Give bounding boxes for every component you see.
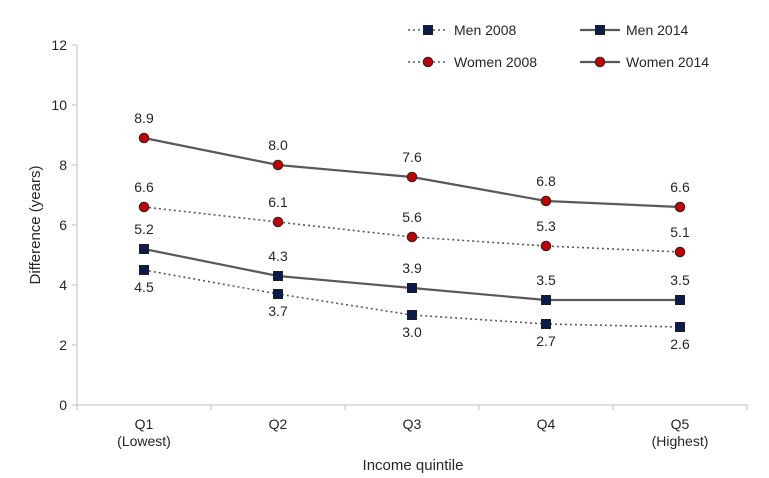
y-tick-label: 8	[59, 157, 67, 173]
data-point	[272, 159, 284, 171]
x-tick-label: Q1 (Lowest)	[117, 416, 171, 449]
legend-label: Men 2008	[454, 22, 516, 38]
y-axis: 0 2 4 6 8 10 12	[51, 37, 78, 413]
data-point	[273, 271, 283, 281]
data-label: 5.6	[402, 209, 422, 225]
data-point	[540, 240, 552, 252]
data-point	[273, 289, 283, 299]
data-point	[541, 319, 551, 329]
data-point	[675, 322, 685, 332]
x-axis-title: Income quintile	[363, 457, 464, 474]
y-tick-label: 4	[59, 277, 67, 293]
data-point	[139, 265, 149, 275]
data-label: 2.6	[670, 336, 690, 352]
y-tick-label: 10	[51, 97, 67, 113]
data-label: 3.7	[268, 303, 288, 319]
legend-label: Men 2014	[626, 22, 688, 38]
y-axis-title: Difference (years)	[27, 166, 44, 285]
data-point	[540, 195, 552, 207]
data-point	[406, 231, 418, 243]
data-label: 4.3	[268, 248, 288, 264]
data-label: 2.7	[536, 333, 556, 349]
x-tick-label: Q2	[269, 416, 288, 432]
series-men-2014	[139, 244, 685, 305]
x-tick-label: Q5 (Highest)	[652, 416, 709, 449]
x-axis: Q1 (Lowest) Q2 Q3 Q4 Q5 (Highest)	[76, 404, 748, 449]
y-tick-label: 0	[59, 397, 67, 413]
y-tick-label: 2	[59, 337, 67, 353]
legend-item-men-2014: Men 2014	[580, 22, 688, 38]
data-label: 4.5	[134, 279, 154, 295]
data-point	[272, 216, 284, 228]
x-tick-label: Q3	[403, 416, 422, 432]
data-label: 3.9	[402, 260, 422, 276]
legend-item-men-2008: Men 2008	[408, 22, 516, 38]
legend-swatch-marker	[594, 56, 606, 68]
data-label: 3.5	[536, 272, 556, 288]
data-point	[407, 283, 417, 293]
data-label: 6.6	[134, 179, 154, 195]
data-labels: 4.5 3.7 3.0 2.7 2.6 5.2 4.3 3.9 3.5 3.5 6.6 6.1 5.6 5…	[134, 110, 690, 352]
legend-swatch-marker	[422, 56, 434, 68]
legend: Men 2008 Men 2014 Women 2008 Women 2014	[408, 22, 709, 70]
y-tick-label: 12	[51, 37, 67, 53]
data-label: 5.2	[134, 221, 154, 237]
data-point	[674, 201, 686, 213]
data-point	[138, 201, 150, 213]
legend-swatch-marker	[595, 25, 605, 35]
data-label: 6.6	[670, 179, 690, 195]
data-point	[541, 295, 551, 305]
data-label: 8.0	[268, 137, 288, 153]
legend-label: Women 2014	[626, 54, 709, 70]
legend-label: Women 2008	[454, 54, 537, 70]
data-point	[139, 244, 149, 254]
data-point	[406, 171, 418, 183]
data-point	[674, 246, 686, 258]
legend-swatch-marker	[423, 25, 433, 35]
y-tick-label: 6	[59, 217, 67, 233]
data-label: 7.6	[402, 149, 422, 165]
legend-item-women-2008: Women 2008	[408, 54, 537, 70]
series-layer	[138, 132, 686, 332]
series-women-2008	[138, 201, 686, 258]
data-label: 5.1	[670, 224, 690, 240]
data-label: 5.3	[536, 218, 556, 234]
data-point	[675, 295, 685, 305]
data-label: 3.5	[670, 272, 690, 288]
data-label: 6.8	[536, 173, 556, 189]
x-tick-label: Q4	[537, 416, 556, 432]
data-label: 3.0	[402, 324, 422, 340]
series-women-2014	[138, 132, 686, 213]
data-point	[138, 132, 150, 144]
data-point	[407, 310, 417, 320]
data-label: 6.1	[268, 194, 288, 210]
data-label: 8.9	[134, 110, 154, 126]
series-men-2008	[139, 265, 685, 332]
legend-item-women-2014: Women 2014	[580, 54, 709, 70]
